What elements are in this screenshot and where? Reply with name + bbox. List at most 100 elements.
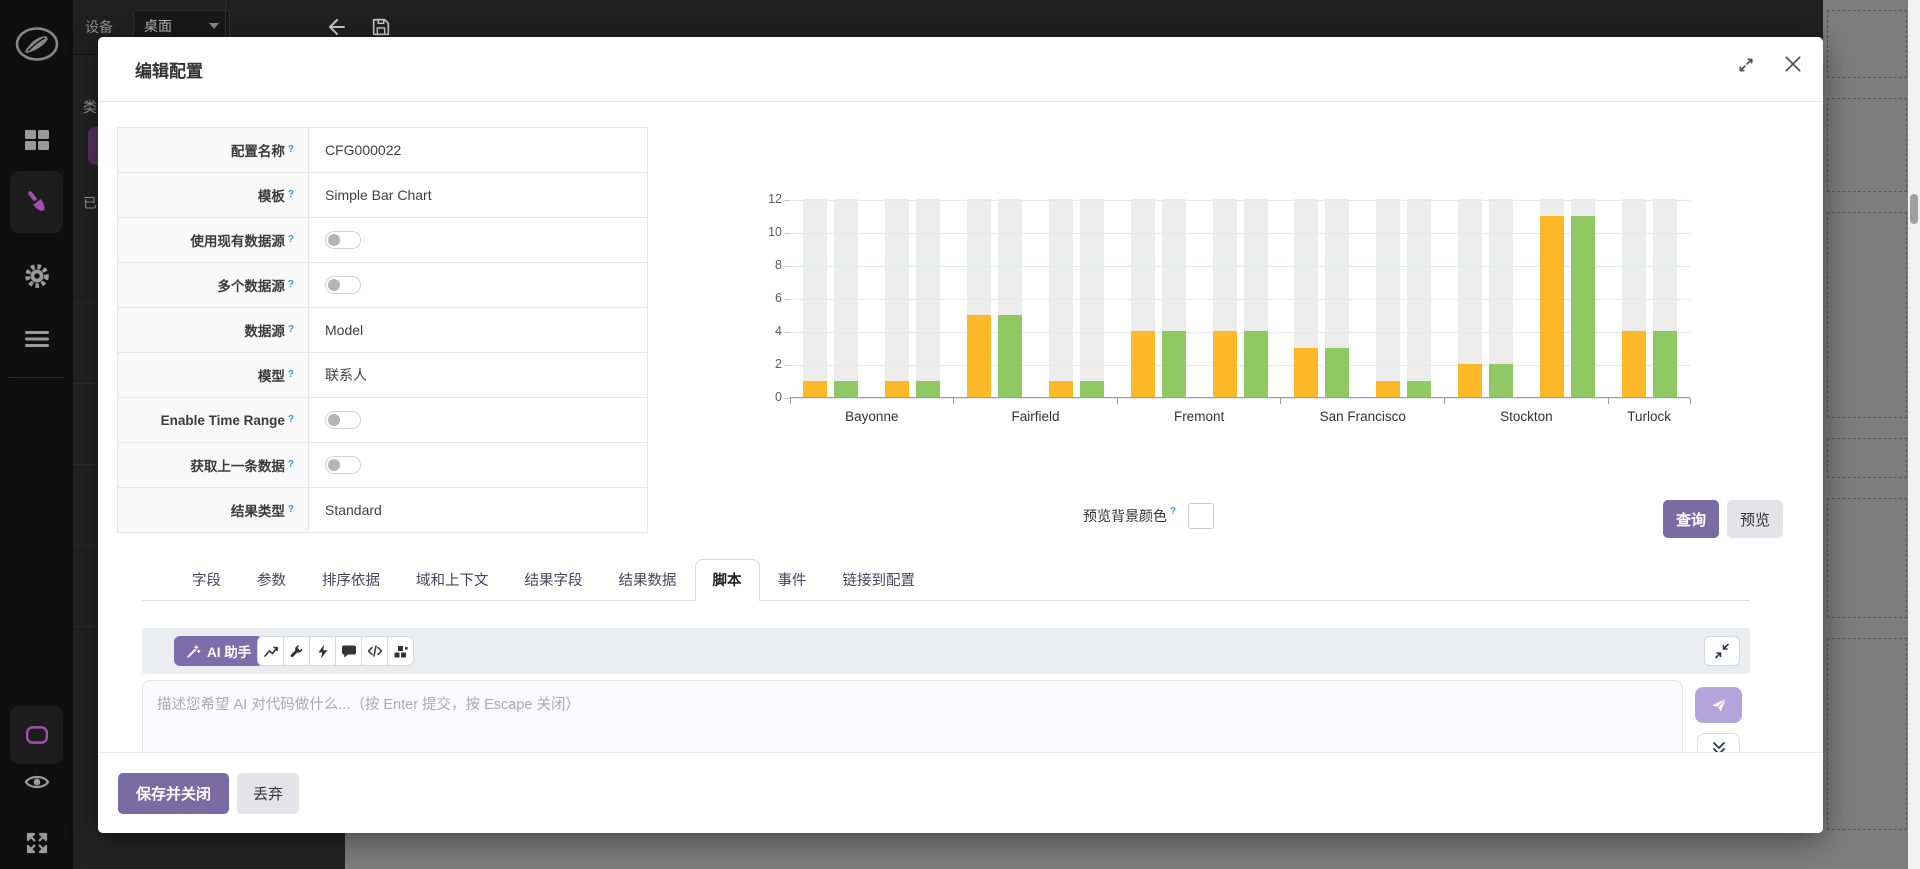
- modal-title: 编辑配置: [135, 62, 203, 81]
- chart-icon[interactable]: [257, 636, 284, 666]
- tab-4[interactable]: 结果字段: [507, 559, 601, 601]
- help-marker: ?: [287, 458, 294, 470]
- sidebar-item-preview[interactable]: [0, 768, 73, 796]
- sidebar-item-fullscreen[interactable]: [0, 828, 73, 858]
- x-axis-tick: [1607, 398, 1609, 404]
- toggle-off[interactable]: [325, 276, 361, 294]
- chart-background-bar: [1376, 199, 1401, 397]
- edit-config-modal: 编辑配置 配置名称? CFG000022 模板? Simple Bar Chart 使用…: [98, 37, 1823, 833]
- app-logo[interactable]: [0, 22, 73, 66]
- sidebar-item-design[interactable]: [0, 179, 73, 225]
- ai-assistant-label: AI 助手: [207, 645, 252, 660]
- chart-gridline: [790, 232, 1690, 234]
- form-row: 多个数据源?: [118, 263, 647, 308]
- save-button[interactable]: [368, 14, 394, 40]
- y-tick-label: 4: [775, 324, 782, 338]
- form-value[interactable]: Simple Bar Chart: [325, 187, 432, 203]
- toggle-off[interactable]: [325, 456, 361, 474]
- chart-axis-tick: [784, 232, 790, 234]
- brush-icon: [27, 191, 44, 211]
- scrollbar-thumb[interactable]: [1910, 194, 1918, 224]
- tab-6[interactable]: 脚本: [694, 559, 760, 601]
- toggle-off[interactable]: [325, 231, 361, 249]
- sidebar-divider: [9, 377, 64, 378]
- panel-text-bottom: 已: [83, 195, 97, 211]
- form-value[interactable]: 联系人: [325, 367, 367, 383]
- form-value[interactable]: Standard: [325, 502, 382, 518]
- tab-0[interactable]: 字段: [174, 559, 239, 601]
- chart-background-bar: [803, 199, 828, 397]
- chart-gridline: [790, 298, 1690, 300]
- form-row: Enable Time Range?: [118, 398, 647, 443]
- chart-axis-tick: [784, 397, 790, 399]
- tab-7[interactable]: 事件: [760, 559, 825, 601]
- wrench-icon[interactable]: [283, 636, 310, 666]
- help-marker: ?: [287, 413, 294, 425]
- tab-5[interactable]: 结果数据: [601, 559, 695, 601]
- back-button[interactable]: [323, 14, 349, 40]
- ai-assistant-button[interactable]: AI 助手: [174, 636, 264, 666]
- tab-3[interactable]: 域和上下文: [398, 559, 507, 601]
- lightning-icon[interactable]: [309, 636, 336, 666]
- discard-button[interactable]: 丢弃: [237, 773, 300, 814]
- sidebar-item-menu[interactable]: [0, 324, 73, 354]
- chart-background-bar: [885, 199, 910, 397]
- send-button[interactable]: [1695, 687, 1742, 723]
- sidebar-item-settings[interactable]: [0, 258, 73, 294]
- sidebar-item-frame[interactable]: [0, 714, 73, 756]
- y-tick-label: 0: [775, 390, 782, 404]
- expand-modal-button[interactable]: [1734, 54, 1758, 78]
- close-modal-button[interactable]: [1778, 50, 1808, 80]
- chart-bar-series-orange: [1294, 347, 1319, 397]
- blocks-icon[interactable]: [387, 636, 414, 666]
- comment-icon[interactable]: [335, 636, 362, 666]
- help-marker: ?: [287, 188, 294, 200]
- chart-bar-series-orange: [967, 314, 992, 397]
- chart-bar-series-orange: [1376, 380, 1401, 397]
- ai-prompt-input[interactable]: [142, 680, 1683, 752]
- canvas-placeholder-block: [1827, 98, 1907, 192]
- color-swatch[interactable]: [1188, 503, 1215, 529]
- help-marker: ?: [287, 323, 294, 335]
- sidebar-item-dashboard[interactable]: [0, 125, 73, 155]
- canvas-placeholder-block: [1827, 638, 1907, 830]
- preview-button[interactable]: 预览: [1727, 500, 1784, 538]
- tab-2[interactable]: 排序依据: [304, 559, 398, 601]
- tab-1[interactable]: 参数: [239, 559, 304, 601]
- query-button[interactable]: 查询: [1663, 500, 1720, 538]
- form-label: 配置名称?: [118, 128, 309, 172]
- form-value: [309, 443, 647, 487]
- page-scrollbar[interactable]: [1908, 0, 1920, 869]
- chart-axis-tick: [784, 364, 790, 366]
- toggle-off[interactable]: [325, 411, 361, 429]
- chart-axis-tick: [784, 265, 790, 267]
- form-value[interactable]: Model: [325, 322, 364, 338]
- modal-body: 编辑配置 配置名称? CFG000022 模板? Simple Bar Chart 使用…: [98, 37, 1823, 752]
- save-close-button[interactable]: 保存并关闭: [118, 773, 230, 814]
- x-category-label: Fairfield: [1011, 409, 1060, 424]
- sidebar-active-highlight-2: [10, 706, 63, 764]
- chart-background-bar: [916, 199, 941, 397]
- ai-toolbar: AI 助手: [142, 628, 1750, 674]
- x-axis-tick: [1689, 398, 1691, 404]
- form-value: [309, 218, 647, 262]
- x-axis-tick: [1280, 398, 1282, 404]
- chart-bar-series-orange: [1539, 215, 1564, 397]
- form-value[interactable]: CFG000022: [325, 142, 402, 158]
- chart-gridline: [790, 331, 1690, 333]
- chevrons-button[interactable]: [1697, 733, 1740, 752]
- collapse-toolbar-button[interactable]: [1704, 636, 1740, 666]
- tab-8[interactable]: 链接到配置: [825, 559, 934, 601]
- form-label: 数据源?: [118, 308, 309, 352]
- chart-bar-series-orange: [1048, 380, 1073, 397]
- device-select[interactable]: 桌面: [133, 10, 230, 42]
- save-icon: [372, 18, 390, 36]
- chart-bar-series-green: [1488, 364, 1513, 397]
- back-arrow-icon: [329, 19, 345, 35]
- eye-icon: [24, 775, 49, 789]
- code-icon[interactable]: [361, 636, 388, 666]
- y-tick-label: 10: [768, 225, 782, 239]
- device-label: 设备: [85, 19, 113, 35]
- fullscreen-icon: [26, 832, 47, 854]
- bar-chart: 0 2 4 6 8 10 12 Bayonne Fairfield Fremont San Fran…: [768, 192, 1691, 424]
